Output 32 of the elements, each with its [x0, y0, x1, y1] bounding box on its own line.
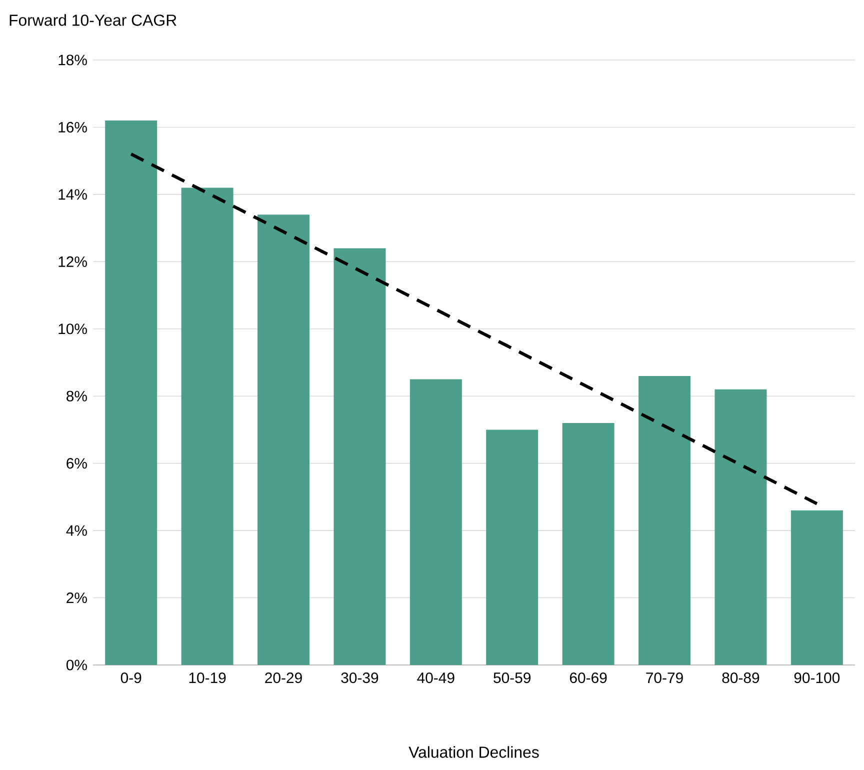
- x-tick-label: 50-59: [494, 672, 530, 684]
- bar: [410, 379, 462, 665]
- y-tick-label: 16%: [58, 122, 87, 132]
- bar: [334, 248, 386, 665]
- y-tick-label: 10%: [58, 324, 87, 334]
- x-tick-label: 70-79: [646, 672, 683, 684]
- x-tick-label: 0-9: [120, 672, 142, 684]
- y-tick-label: 14%: [58, 189, 87, 200]
- x-tick-label: 40-49: [417, 672, 454, 684]
- y-tick-label: 8%: [66, 390, 87, 402]
- x-tick-label: 10-19: [189, 672, 226, 684]
- x-tick-label: 60-69: [570, 672, 607, 684]
- y-tick-label: 0%: [66, 660, 87, 670]
- y-tick-label: 12%: [58, 256, 87, 267]
- x-tick-label: 80-89: [722, 672, 760, 684]
- bar: [105, 120, 158, 665]
- bar: [714, 389, 767, 665]
- bar: [258, 214, 310, 665]
- y-tick-label: 2%: [66, 592, 87, 604]
- x-axis-title: Valuation Declines: [408, 746, 539, 758]
- bar: [790, 510, 843, 665]
- x-tick-label: 20-29: [265, 672, 302, 684]
- bar: [181, 188, 234, 665]
- y-tick-label: 4%: [66, 525, 87, 536]
- y-axis-title: Forward 10-Year CAGR: [10, 14, 176, 26]
- x-tick-label: 30-39: [341, 672, 378, 684]
- y-tick-label: 6%: [66, 458, 87, 469]
- x-tick-label: 90-100: [794, 672, 840, 684]
- y-tick-label: 18%: [58, 54, 87, 66]
- bar: [562, 422, 614, 665]
- bar: [486, 430, 538, 665]
- bar: [638, 376, 691, 665]
